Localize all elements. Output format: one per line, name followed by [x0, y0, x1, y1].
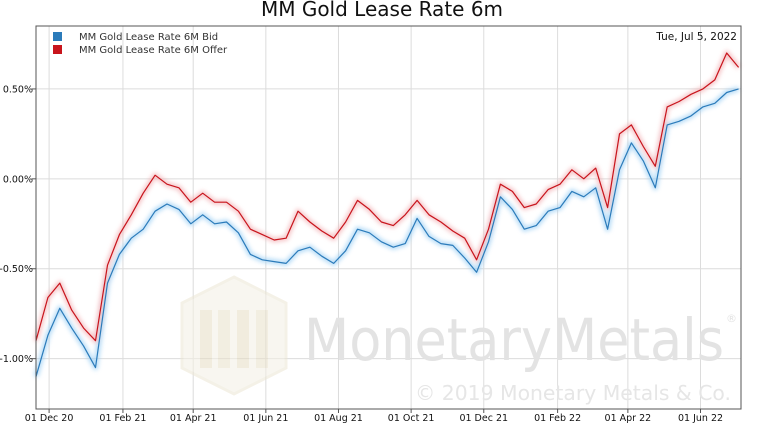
legend: MM Gold Lease Rate 6M Bid MM Gold Lease …: [53, 32, 228, 56]
x-tick-label: 01 Apr 21: [170, 413, 217, 424]
x-tick-label: 01 Jun 22: [678, 413, 723, 424]
x-axis: 01 Dec 20 01 Feb 21 01 Apr 21 01 Jun 21 01 A…: [25, 409, 723, 424]
x-tick-label: 01 Apr 22: [605, 413, 652, 424]
grid-lines: [36, 26, 741, 409]
x-tick-label: 01 Dec 21: [459, 413, 508, 424]
plot-frame: [35, 25, 742, 410]
monetary-metals-logo-icon: [180, 275, 288, 396]
legend-swatch-bid: [53, 32, 62, 41]
series-layer: [33, 50, 741, 378]
y-tick-label: -1.00%: [0, 354, 33, 365]
date-label: Tue, Jul 5, 2022: [655, 31, 737, 43]
y-tick-label: 0.00%: [3, 174, 33, 185]
x-tick-label: 01 Feb 21: [99, 413, 146, 424]
y-tick-label: -0.50%: [0, 264, 33, 275]
x-tick-label: 01 Feb 22: [534, 413, 581, 424]
x-tick-label: 01 Dec 20: [25, 413, 74, 424]
series-line-bid: [35, 88, 739, 377]
legend-label-bid: MM Gold Lease Rate 6M Bid: [79, 32, 218, 43]
y-axis: 0.50% 0.00% -0.50% -1.00%: [0, 84, 36, 365]
x-tick-label: 01 Jun 21: [243, 413, 288, 424]
x-tick-label: 01 Oct 21: [388, 413, 435, 424]
legend-label-offer: MM Gold Lease Rate 6M Offer: [79, 45, 228, 56]
chart-title: MM Gold Lease Rate 6m: [261, 0, 503, 21]
watermark: MonetaryMetals ® © 2019 Monetary Metals …: [180, 275, 737, 405]
x-tick-label: 01 Aug 21: [314, 413, 363, 424]
watermark-registered: ®: [726, 312, 737, 325]
legend-swatch-offer: [53, 45, 62, 54]
watermark-brand: MonetaryMetals: [304, 306, 724, 374]
y-tick-label: 0.50%: [3, 84, 33, 95]
watermark-copyright: © 2019 Monetary Metals & Co.: [415, 381, 731, 405]
series-line-offer: [35, 52, 740, 342]
